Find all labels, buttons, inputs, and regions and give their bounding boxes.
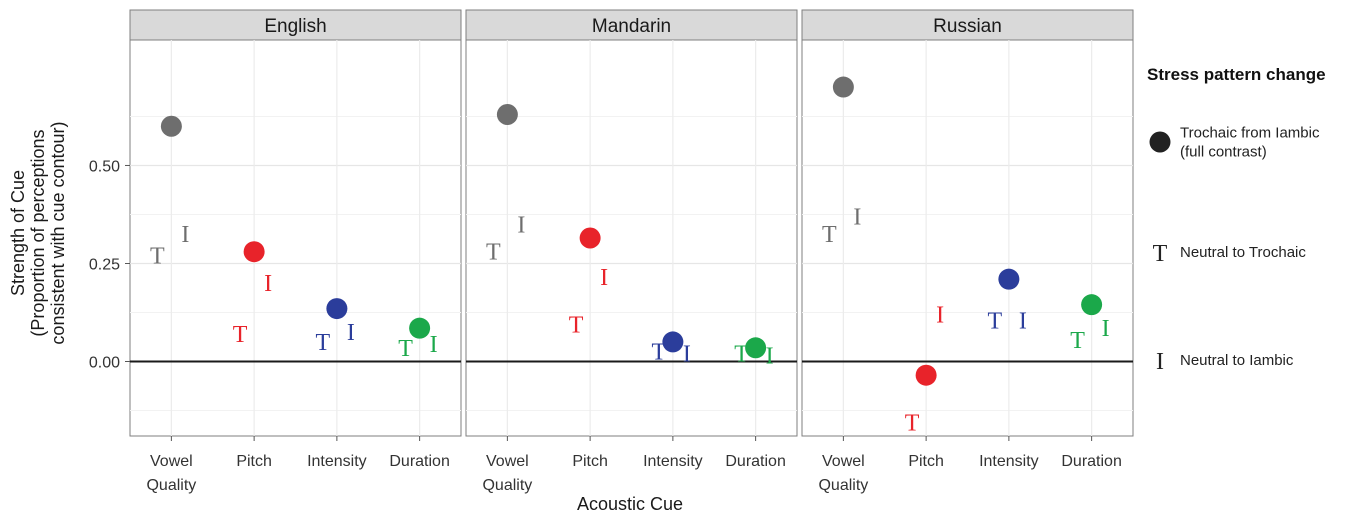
- y-axis-title-line: (Proportion of perceptions: [28, 129, 48, 336]
- x-axis-title: Acoustic Cue: [577, 494, 683, 514]
- legend-label: Neutral to Iambic: [1180, 352, 1294, 369]
- data-point-full-contrast: [160, 115, 182, 137]
- facet-label: Mandarin: [592, 16, 671, 37]
- x-tick-label: Duration: [389, 453, 449, 470]
- facet-label: English: [264, 16, 326, 37]
- legend-label: Neutral to Trochaic: [1180, 244, 1306, 261]
- data-point-neutral-to-iambic: I: [766, 344, 774, 370]
- plot-area: [801, 39, 1134, 437]
- data-point-neutral-to-trochaic: T: [569, 312, 584, 338]
- data-point-neutral-to-trochaic: T: [398, 336, 413, 362]
- data-point-neutral-to-iambic: I: [600, 265, 608, 291]
- data-point-neutral-to-iambic: I: [347, 320, 355, 346]
- y-tick-label: 0.50: [89, 158, 120, 175]
- data-point-neutral-to-iambic: I: [517, 212, 525, 238]
- x-tick-label: Intensity: [979, 453, 1039, 470]
- data-point-neutral-to-trochaic: T: [652, 340, 667, 366]
- x-tick-label: Vowel: [486, 453, 529, 470]
- data-point-neutral-to-trochaic: T: [822, 222, 837, 248]
- y-axis-title: Strength of Cue (Proportion of perception…: [8, 121, 68, 344]
- data-point-neutral-to-iambic: I: [683, 342, 691, 368]
- data-point-full-contrast: [745, 337, 767, 359]
- data-point-full-contrast: [915, 364, 937, 386]
- legend-key-full-contrast: [1149, 131, 1171, 153]
- data-point-full-contrast: [1081, 294, 1103, 316]
- data-point-neutral-to-trochaic: T: [486, 240, 501, 266]
- legend-key-neutral-to-trochaic: T: [1153, 241, 1168, 267]
- data-point-full-contrast: [832, 76, 854, 98]
- plot-area: [129, 39, 462, 437]
- legend-entry: I Neutral to Iambic: [1156, 349, 1294, 375]
- data-point-full-contrast: [326, 298, 348, 320]
- data-point-neutral-to-iambic: I: [1019, 308, 1027, 334]
- data-point-neutral-to-trochaic: T: [988, 308, 1003, 334]
- data-point-neutral-to-trochaic: T: [233, 322, 248, 348]
- plot-area: [465, 39, 798, 437]
- data-point-full-contrast: [662, 331, 684, 353]
- data-point-full-contrast: [409, 317, 431, 339]
- x-tick-label: Duration: [1061, 453, 1121, 470]
- data-point-full-contrast: [243, 241, 265, 263]
- facet-strip: [129, 9, 462, 41]
- x-axis-title-group: Acoustic Cue: [577, 494, 683, 514]
- data-point-full-contrast: [496, 103, 518, 125]
- x-tick-label: Vowel: [150, 453, 193, 470]
- y-axis-title-line: Strength of Cue: [8, 170, 28, 296]
- x-tick-label: Quality: [818, 477, 868, 494]
- legend-label: Trochaic from Iambic: [1180, 125, 1320, 142]
- legend: Stress pattern change Trochaic from Iamb…: [1147, 65, 1326, 375]
- x-tick-label: Pitch: [908, 453, 944, 470]
- y-tick-label: 0.00: [89, 355, 120, 372]
- data-point-full-contrast: [579, 227, 601, 249]
- facet-strip: [801, 9, 1134, 41]
- x-tick-label: Intensity: [307, 453, 367, 470]
- x-tick-label: Duration: [725, 453, 785, 470]
- data-point-neutral-to-trochaic: T: [734, 342, 749, 368]
- legend-entry: Trochaic from Iambic (full contrast): [1149, 125, 1320, 161]
- data-point-neutral-to-trochaic: T: [1070, 328, 1085, 354]
- x-tick-label: Pitch: [236, 453, 272, 470]
- legend-title: Stress pattern change: [1147, 65, 1326, 84]
- data-point-neutral-to-trochaic: T: [150, 244, 165, 270]
- data-point-neutral-to-iambic: I: [264, 271, 272, 297]
- legend-entry: T Neutral to Trochaic: [1153, 241, 1307, 267]
- x-tick-label: Vowel: [822, 453, 865, 470]
- y-axis: 0.00 0.25 0.50: [89, 158, 130, 372]
- y-axis-title-line: consistent with cue contour): [48, 121, 68, 344]
- data-point-neutral-to-trochaic: T: [905, 410, 920, 436]
- x-tick-label: Intensity: [643, 453, 703, 470]
- data-point-neutral-to-iambic: I: [936, 302, 944, 328]
- data-point-neutral-to-iambic: I: [853, 204, 861, 230]
- data-point-neutral-to-iambic: I: [1102, 316, 1110, 342]
- x-tick-label: Quality: [482, 477, 532, 494]
- legend-key-neutral-to-iambic: I: [1156, 349, 1164, 375]
- data-point-neutral-to-iambic: I: [181, 222, 189, 248]
- facet-label: Russian: [933, 16, 1002, 37]
- x-tick-label: Quality: [146, 477, 196, 494]
- data-point-neutral-to-trochaic: T: [316, 330, 331, 356]
- x-tick-label: Pitch: [572, 453, 608, 470]
- data-point-full-contrast: [998, 268, 1020, 290]
- legend-label: (full contrast): [1180, 144, 1267, 161]
- data-point-neutral-to-iambic: I: [430, 332, 438, 358]
- y-tick-label: 0.25: [89, 256, 120, 273]
